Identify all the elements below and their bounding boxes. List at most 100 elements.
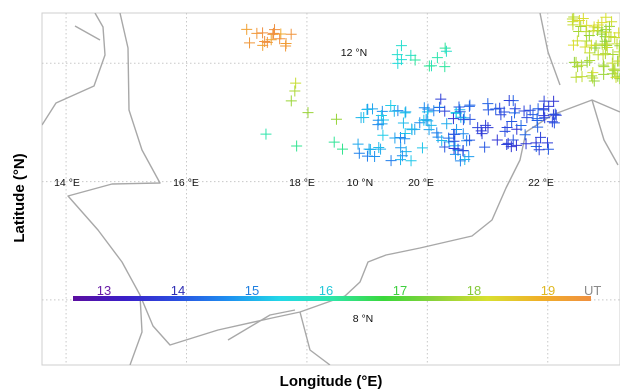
lightning-marker [265, 34, 277, 46]
lightning-marker [548, 117, 560, 129]
colorbar-unit: UT [584, 283, 601, 298]
lightning-marker [598, 68, 610, 80]
border-line [42, 13, 106, 126]
lightning-marker [510, 139, 522, 151]
lightning-marker [431, 127, 443, 139]
lightning-marker [464, 134, 476, 146]
lightning-marker [452, 143, 464, 155]
lightning-marker [436, 135, 448, 147]
lightning-marker [416, 142, 428, 154]
lightning-marker [592, 49, 604, 61]
lightning-marker [449, 148, 461, 160]
lightning-marker [586, 70, 598, 82]
lightning-marker [539, 112, 551, 124]
lightning-markers [241, 13, 620, 167]
border-line [129, 294, 143, 365]
lightning-marker [581, 56, 593, 68]
lightning-marker [439, 141, 451, 153]
lightning-marker [600, 38, 612, 50]
lightning-marker [376, 105, 388, 117]
lightning-marker [501, 122, 513, 134]
lightning-marker [352, 138, 364, 150]
lat-label-10: 10 °N [347, 177, 373, 189]
lightning-marker [441, 118, 453, 130]
lightning-marker [399, 107, 411, 119]
lightning-marker [613, 46, 620, 58]
lightning-marker [567, 39, 579, 51]
colorbar-tick-label: 15 [245, 283, 259, 298]
lightning-marker [482, 98, 494, 110]
lightning-marker [550, 109, 562, 121]
lightning-marker [280, 40, 292, 52]
lightning-marker [599, 48, 611, 60]
lightning-marker [260, 128, 272, 140]
lightning-marker [597, 59, 609, 71]
country-borders [42, 13, 620, 365]
lightning-marker [367, 103, 379, 115]
lon-label-16: 16 °E [173, 177, 199, 189]
lightning-marker [388, 105, 400, 117]
lightning-marker [275, 28, 287, 40]
lightning-marker [328, 136, 340, 148]
lightning-marker [385, 155, 397, 167]
lightning-marker [498, 106, 510, 118]
lightning-marker [490, 103, 502, 115]
colorbar-tick-label: 16 [319, 283, 333, 298]
lightning-marker [330, 113, 342, 125]
lightning-marker [531, 113, 543, 125]
lightning-marker [454, 155, 466, 167]
lightning-marker [454, 106, 466, 118]
lightning-marker [423, 60, 435, 72]
lightning-marker [420, 114, 432, 126]
colorbar-ticks: 13 14 15 16 17 18 19 [97, 283, 555, 298]
lat-label-12: 12 °N [341, 47, 367, 59]
lightning-marker [607, 48, 619, 60]
lightning-marker [244, 37, 256, 49]
lightning-marker [285, 28, 297, 40]
lightning-marker [606, 57, 618, 69]
lightning-marker [548, 95, 560, 107]
lightning-marker [435, 93, 447, 105]
lightning-marker [397, 117, 409, 129]
lightning-marker [600, 26, 612, 38]
lightning-marker [543, 100, 555, 112]
lon-label-14: 14 °E [54, 177, 80, 189]
lightning-marker [506, 115, 518, 127]
lightning-marker [530, 137, 542, 149]
lightning-marker [375, 110, 387, 122]
lightning-marker [570, 71, 582, 83]
lightning-marker [391, 49, 403, 61]
lightning-marker [257, 39, 269, 51]
lightning-marker [268, 27, 280, 39]
lightning-marker [439, 105, 451, 117]
lightning-marker [439, 42, 451, 54]
plot-frame [41, 12, 620, 366]
colorbar-bar [73, 296, 591, 301]
lightning-marker [581, 19, 593, 31]
lightning-marker [373, 142, 385, 154]
lightning-marker [611, 38, 620, 50]
lightning-marker [546, 116, 558, 128]
lightning-marker [583, 30, 595, 42]
lightning-marker [395, 154, 407, 166]
lightning-marker [358, 111, 370, 123]
lightning-marker [457, 114, 469, 126]
lightning-marker [538, 110, 550, 122]
lightning-marker [289, 85, 301, 97]
longitude-labels: 14 °E 16 °E 18 °E 20 °E 22 °E [54, 177, 554, 189]
lightning-marker [461, 135, 473, 147]
lightning-marker [369, 151, 381, 163]
plot-area: 14 °E 16 °E 18 °E 20 °E 22 °E 12 °N 10 °… [41, 12, 620, 366]
lightning-marker [502, 137, 514, 149]
lightning-marker [447, 113, 459, 125]
lightning-marker [520, 138, 532, 150]
lightning-marker [439, 61, 451, 73]
lightning-marker [542, 143, 554, 155]
lightning-marker [464, 99, 476, 111]
lightning-marker [606, 16, 618, 28]
border-line [74, 25, 101, 41]
lightning-marker [463, 100, 475, 112]
lightning-marker [428, 105, 440, 117]
lon-label-20: 20 °E [408, 177, 434, 189]
lightning-marker [588, 75, 600, 87]
